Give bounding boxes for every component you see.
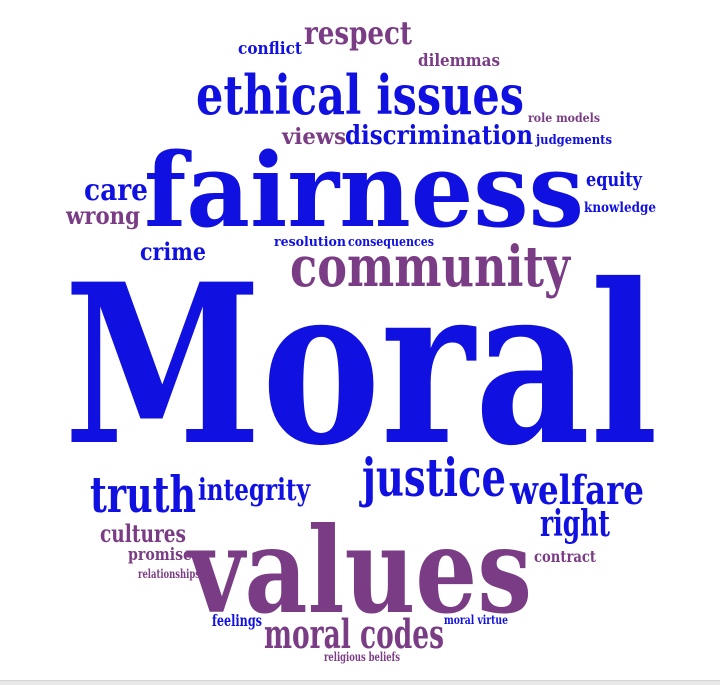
bottom-divider: [0, 680, 720, 685]
word-moral: Moral: [64, 235, 658, 494]
word-feelings: feelings: [212, 611, 262, 630]
word-crime: crime: [140, 237, 206, 266]
word-moral-virtue: moral virtue: [444, 613, 508, 627]
word-care: care: [84, 173, 148, 208]
word-knowledge: knowledge: [584, 200, 656, 216]
word-ethical-issues: ethical issues: [196, 63, 524, 127]
word-integrity: integrity: [198, 473, 311, 508]
word-right: right: [540, 503, 610, 545]
word-relationships: relationships: [138, 567, 200, 581]
word-justice: justice: [359, 448, 506, 509]
word-promises: promises: [128, 545, 200, 565]
word-consequences: consequences: [348, 235, 434, 250]
word-cultures: cultures: [100, 519, 186, 548]
word-religious-beliefs: religious beliefs: [324, 650, 400, 664]
word-truth: truth: [90, 465, 196, 524]
word-conflict: conflict: [238, 39, 302, 59]
word-community: community: [290, 234, 571, 300]
word-judgements: judgements: [535, 133, 612, 148]
word-equity: equity: [586, 167, 643, 191]
word-welfare: welfare: [509, 467, 644, 514]
word-respect: respect: [304, 14, 412, 52]
word-resolution: resolution: [274, 235, 347, 250]
word-moral-codes: moral codes: [264, 611, 444, 658]
word-views: views: [281, 124, 346, 150]
word-role-models: role models: [528, 111, 600, 125]
word-discrimination: discrimination: [345, 121, 533, 151]
word-contract: contract: [534, 547, 596, 566]
word-dilemmas: dilemmas: [418, 51, 500, 71]
word-wrong: wrong: [65, 201, 140, 230]
word-fairness: fairness: [144, 131, 584, 251]
word-values: values: [186, 501, 532, 640]
